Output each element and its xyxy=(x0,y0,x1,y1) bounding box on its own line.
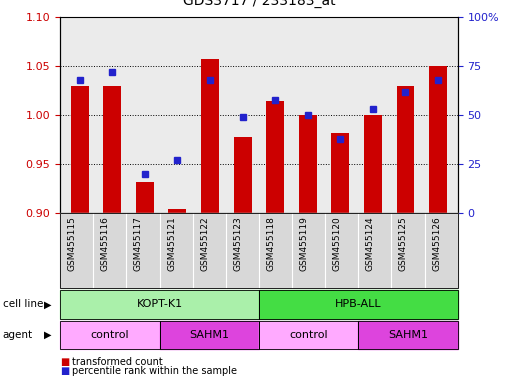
Text: GSM455118: GSM455118 xyxy=(266,216,276,271)
Text: GDS3717 / 233183_at: GDS3717 / 233183_at xyxy=(183,0,335,8)
Text: GSM455123: GSM455123 xyxy=(233,216,242,271)
Bar xyxy=(396,86,414,213)
Bar xyxy=(429,66,447,213)
Text: GSM455125: GSM455125 xyxy=(399,216,408,271)
Text: SAHM1: SAHM1 xyxy=(189,330,229,340)
Text: control: control xyxy=(289,330,328,340)
Bar xyxy=(71,86,89,213)
Text: cell line: cell line xyxy=(3,299,43,310)
Bar xyxy=(168,209,186,213)
Text: GSM455126: GSM455126 xyxy=(432,216,441,271)
Text: transformed count: transformed count xyxy=(72,357,163,367)
Text: GSM455124: GSM455124 xyxy=(366,216,375,271)
Text: ▶: ▶ xyxy=(44,299,52,310)
Bar xyxy=(136,182,154,213)
Text: control: control xyxy=(90,330,129,340)
Text: agent: agent xyxy=(3,330,33,340)
Text: HPB-ALL: HPB-ALL xyxy=(335,299,382,310)
Text: KOPT-K1: KOPT-K1 xyxy=(137,299,183,310)
Text: ■: ■ xyxy=(60,357,70,367)
Bar xyxy=(104,86,121,213)
Text: GSM455121: GSM455121 xyxy=(167,216,176,271)
Text: ■: ■ xyxy=(60,366,70,376)
Text: GSM455119: GSM455119 xyxy=(300,216,309,271)
Text: GSM455115: GSM455115 xyxy=(67,216,77,271)
Bar xyxy=(299,115,317,213)
Text: percentile rank within the sample: percentile rank within the sample xyxy=(72,366,236,376)
Bar xyxy=(364,115,382,213)
Bar xyxy=(266,101,284,213)
Bar xyxy=(234,137,252,213)
Text: GSM455120: GSM455120 xyxy=(333,216,342,271)
Text: GSM455122: GSM455122 xyxy=(200,216,209,271)
Bar xyxy=(332,133,349,213)
Bar xyxy=(201,60,219,213)
Text: SAHM1: SAHM1 xyxy=(388,330,428,340)
Text: GSM455116: GSM455116 xyxy=(101,216,110,271)
Text: GSM455117: GSM455117 xyxy=(134,216,143,271)
Text: ▶: ▶ xyxy=(44,330,52,340)
